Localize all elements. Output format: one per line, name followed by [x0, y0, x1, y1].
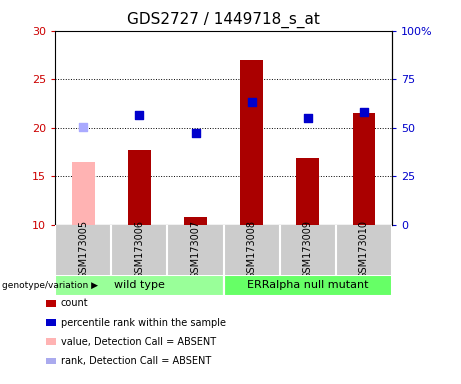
Text: wild type: wild type — [114, 280, 165, 290]
Text: GSM173006: GSM173006 — [135, 220, 144, 279]
Text: ERRalpha null mutant: ERRalpha null mutant — [247, 280, 368, 290]
Text: count: count — [61, 298, 89, 308]
Bar — [224, 275, 392, 296]
Text: GSM173009: GSM173009 — [303, 220, 313, 279]
Bar — [241, 60, 263, 225]
Text: GSM173008: GSM173008 — [247, 220, 257, 279]
Point — [192, 131, 199, 137]
Text: value, Detection Call = ABSENT: value, Detection Call = ABSENT — [61, 337, 216, 347]
Text: rank, Detection Call = ABSENT: rank, Detection Call = ABSENT — [61, 356, 211, 366]
Bar — [353, 113, 375, 225]
Point — [304, 115, 312, 121]
Text: GSM173005: GSM173005 — [78, 220, 89, 279]
Bar — [72, 162, 95, 225]
Text: genotype/variation ▶: genotype/variation ▶ — [2, 281, 98, 290]
Title: GDS2727 / 1449718_s_at: GDS2727 / 1449718_s_at — [127, 12, 320, 28]
Bar — [184, 217, 207, 225]
Point — [360, 109, 367, 115]
Point — [248, 99, 255, 106]
Text: GSM173007: GSM173007 — [190, 220, 201, 279]
Text: percentile rank within the sample: percentile rank within the sample — [61, 318, 226, 328]
Point — [80, 124, 87, 130]
Bar — [128, 150, 151, 225]
Bar — [55, 275, 224, 296]
Text: GSM173010: GSM173010 — [359, 220, 369, 279]
Bar — [296, 158, 319, 225]
Point — [136, 112, 143, 118]
